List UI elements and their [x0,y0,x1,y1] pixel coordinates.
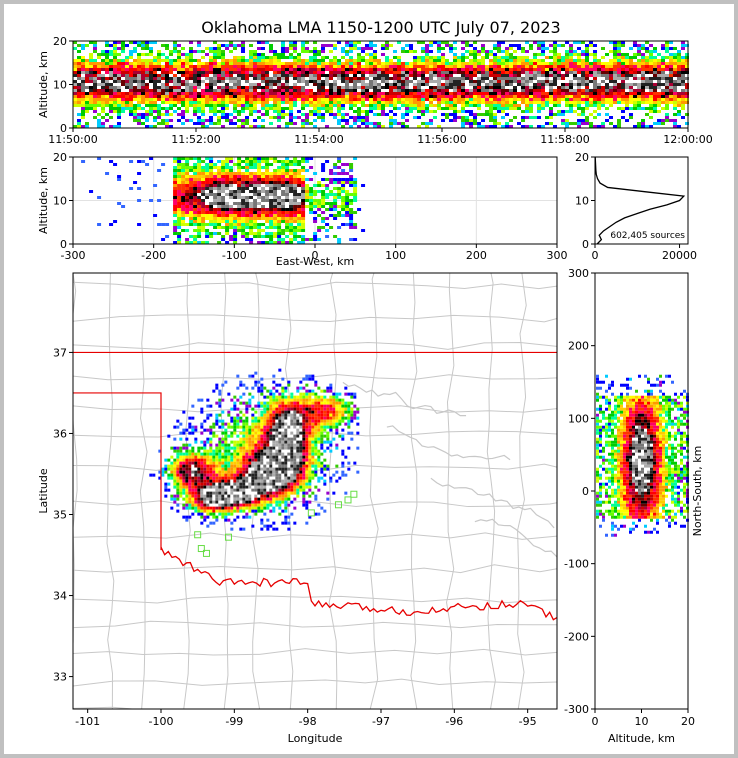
y-axis-label: Altitude, km [37,51,50,118]
y-tick-label: 10 [575,195,589,208]
river-line [474,518,557,558]
x-axis-label: Altitude, km [608,732,675,745]
x-tick-label: -99 [225,715,243,728]
y-tick-label: 33 [53,671,67,684]
ns-sources [596,374,689,537]
x-tick-label: 11:56:00 [417,133,466,146]
x-tick-label: 11:50:00 [48,133,97,146]
station-marker [344,496,352,504]
y-tick-label: -100 [564,558,589,571]
altitude-histogram-panel: 0 20000 0 10 20 602,405 sources [575,151,697,262]
x-tick-label: -101 [75,715,100,728]
y-tick-label: 300 [568,267,589,280]
river-line [342,381,467,417]
east-west-panel: -300 -200 -100 0 100 200 300 0 10 20 East-West, km… [37,151,568,268]
y-tick-label: 20 [53,35,67,48]
plan-view-panel: -101 -100 -99 -98 -97 -96 -95 33 34 35 36 37 Longitu… [37,272,558,745]
x-tick-label: -300 [61,249,86,262]
x-axis-label: East-West, km [276,255,354,268]
station-marker [224,533,232,541]
y-tick-label: 20 [575,151,589,164]
x-tick-label: 11:52:00 [171,133,220,146]
x-tick-label: -97 [372,715,390,728]
station-marker [194,531,202,539]
ew-sources [81,157,366,244]
y-axis-label: Altitude, km [37,167,50,234]
north-south-panel: 0 10 20 -300 -200 -100 0 100 200 300 Altitude, km N… [564,267,704,745]
altitude-histogram-line [594,156,686,245]
red-river-border [160,546,557,621]
x-tick-label: 20 [681,715,695,728]
station-marker [350,490,358,498]
x-axis-label: Longitude [288,732,343,745]
y-tick-label: -300 [564,703,589,716]
y-tick-label: 10 [53,195,67,208]
y-tick-label: 36 [53,427,67,440]
y-axis-label: North-South, km [691,446,704,537]
map-layer [73,273,557,709]
lma-stations [194,490,358,557]
x-tick-label: -200 [141,249,166,262]
source-count-label: 602,405 sources [610,231,685,241]
y-tick-label: 100 [568,412,589,425]
y-tick-label: 0 [60,238,67,251]
y-tick-label: 20 [53,151,67,164]
y-tick-label: 200 [568,340,589,353]
x-tick-label: -100 [149,715,174,728]
plan-view-sources [149,368,360,531]
y-tick-label: -200 [564,630,589,643]
x-tick-label: -96 [445,715,463,728]
x-tick-label: 0 [592,249,599,262]
x-tick-label: 11:54:00 [294,133,343,146]
time-height-panel: 11:50:00 11:52:00 11:54:00 11:56:00 11:58:00… [37,35,713,146]
plan-view-axes [72,272,558,710]
y-tick-label: 0 [582,238,589,251]
station-marker [202,549,210,557]
x-tick-label: -95 [519,715,537,728]
x-tick-label: 200 [466,249,487,262]
x-tick-label: 11:58:00 [540,133,589,146]
x-tick-label: 0 [592,715,599,728]
y-axis-label: Latitude [37,468,50,514]
x-tick-label: 0 [312,249,319,262]
y-tick-label: 0 [582,485,589,498]
station-marker [307,509,315,517]
x-tick-label: -100 [222,249,247,262]
chart-title: Oklahoma LMA 1150-1200 UTC July 07, 2023 [201,18,560,37]
station-marker [197,545,205,553]
river-line [430,477,555,529]
x-tick-label: 12:00:00 [663,133,712,146]
x-tick-label: 300 [547,249,568,262]
y-tick-label: 10 [53,79,67,92]
river-line [386,425,511,461]
time-height-sources [73,41,689,128]
texas-panhandle-border [73,392,162,551]
y-tick-label: 34 [53,590,67,603]
x-tick-label: -98 [299,715,317,728]
x-tick-label: 20000 [662,249,697,262]
y-tick-label: 0 [60,122,67,135]
station-marker [334,501,342,509]
x-tick-label: 10 [635,715,649,728]
x-tick-label: 100 [385,249,406,262]
y-tick-label: 37 [53,346,67,359]
y-tick-label: 35 [53,509,67,522]
